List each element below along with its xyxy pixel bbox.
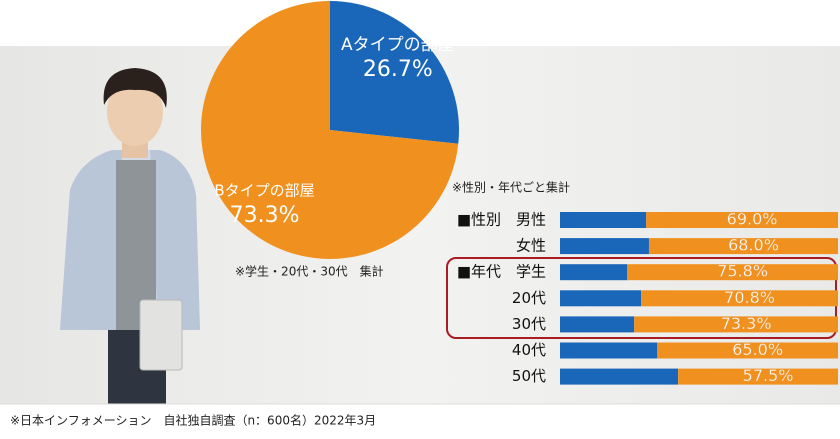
bar-segment [641, 290, 838, 307]
category-label: 30代 [512, 315, 546, 333]
bar-segment [560, 368, 679, 385]
category-label: 20代 [512, 289, 546, 307]
bar-value-label: 68.0% [728, 236, 779, 255]
bar-segment [560, 342, 658, 359]
bar-segment [657, 342, 838, 359]
pie-value-label: 73.3% [230, 203, 300, 228]
pie-slice [330, 1, 459, 144]
bar-segment [560, 316, 635, 333]
bar-chart: ■性別 男性 69.0% 女性 68.0% ■年代 学生 75.8% 20代 70.8% 30代… [457, 209, 838, 385]
bar-segment [560, 264, 628, 281]
person-illustration [60, 68, 200, 404]
bar-segment [646, 212, 838, 228]
pie-value-label: 26.7% [363, 57, 433, 82]
category-label: ■年代 学生 [457, 263, 546, 281]
category-label: 50代 [512, 367, 546, 385]
bar-segment [560, 212, 647, 228]
pie-slice [200, 1, 459, 259]
bar-value-label: 57.5% [743, 366, 794, 385]
bar-value-label: 75.8% [717, 262, 768, 281]
bar-segment [560, 290, 642, 307]
category-label: ■性別 男性 [457, 211, 546, 229]
bar-segment [678, 368, 838, 385]
bar-value-label: 65.0% [732, 340, 783, 359]
bar-segment [627, 264, 838, 281]
pie-label: Aタイプの部屋 [341, 35, 455, 55]
bar-value-label: 73.3% [721, 314, 772, 333]
bar-value-label: 70.8% [724, 288, 775, 307]
category-label: 40代 [512, 341, 546, 359]
bar-segment [634, 316, 838, 333]
bar-note: ※性別・年代ごと集計 [452, 180, 570, 195]
pie-note: ※学生・20代・30代 集計 [235, 264, 384, 279]
bar-segment [560, 238, 649, 255]
footer-note: ※日本インフォメーション 自社独自調査（n：600名）2022年3月 [10, 413, 376, 428]
category-label: 女性 [516, 237, 546, 255]
bar-segment [648, 238, 838, 255]
pie-label: Bタイプの部屋 [214, 181, 314, 199]
bar-value-label: 69.0% [727, 210, 778, 229]
